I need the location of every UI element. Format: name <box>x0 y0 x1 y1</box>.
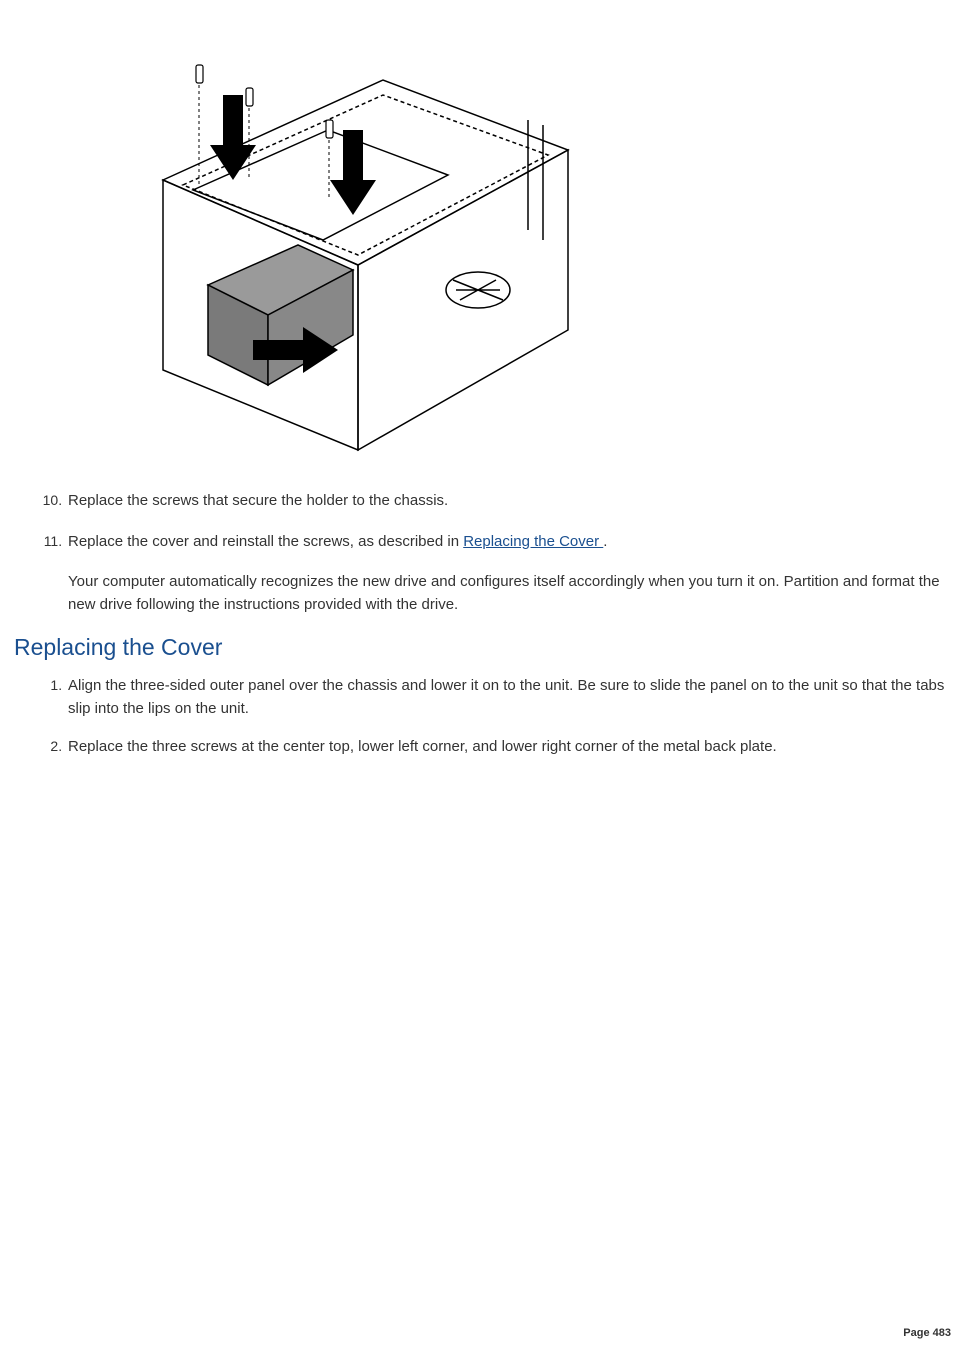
step-10: Replace the screws that secure the holde… <box>66 490 946 513</box>
replacing-cover-link[interactable]: Replacing the Cover <box>463 533 603 550</box>
step-11-text-after: . <box>603 533 607 550</box>
page-number-footer: Page 483 <box>903 1327 951 1339</box>
step-11-text-before: Replace the cover and reinstall the scre… <box>68 533 463 550</box>
chassis-diagram <box>98 30 578 460</box>
section-heading-replacing-cover: Replacing the Cover <box>14 634 946 661</box>
step-11: Replace the cover and reinstall the scre… <box>66 531 946 554</box>
cover-step-2-text: Replace the three screws at the center t… <box>68 738 777 755</box>
cover-step-2: Replace the three screws at the center t… <box>66 736 946 759</box>
cover-step-1-text: Align the three-sided outer panel over t… <box>68 677 944 717</box>
replacing-cover-steps: Align the three-sided outer panel over t… <box>8 675 946 759</box>
followup-paragraph: Your computer automatically recognizes t… <box>68 571 946 616</box>
continued-step-list: Replace the screws that secure the holde… <box>8 490 946 553</box>
chassis-illustration-svg <box>98 30 578 460</box>
page-content: Replace the screws that secure the holde… <box>0 0 954 759</box>
cover-step-1: Align the three-sided outer panel over t… <box>66 675 946 720</box>
step-10-text: Replace the screws that secure the holde… <box>68 492 448 509</box>
